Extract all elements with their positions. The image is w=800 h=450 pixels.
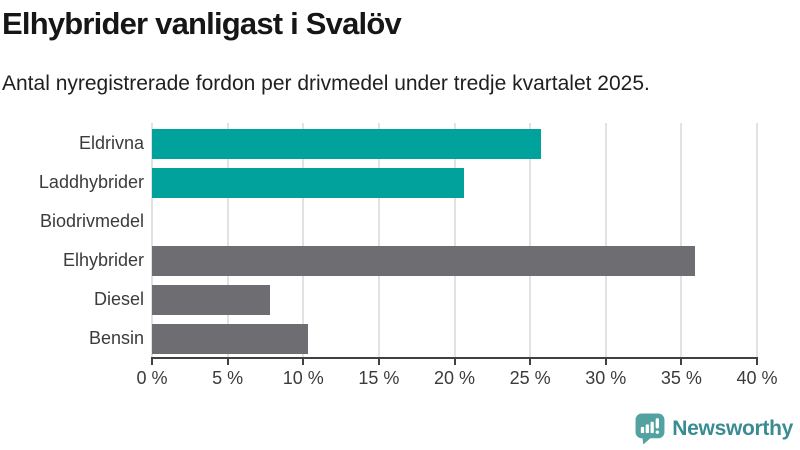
bar-track — [152, 167, 757, 198]
axis-tick — [529, 359, 532, 365]
gridline — [529, 123, 532, 357]
bar-chart: Eldrivna Laddhybrider Biodrivmedel Elhybrid… — [0, 124, 757, 358]
bar — [152, 323, 308, 354]
axis-tick — [453, 359, 456, 365]
axis-tick — [302, 359, 305, 365]
category-label: Laddhybrider — [38, 172, 144, 192]
bar-row: Diesel — [0, 280, 757, 319]
axis-tick — [604, 359, 607, 365]
bar-row: Biodrivmedel — [0, 202, 757, 241]
bar — [152, 128, 541, 159]
newsworthy-wordmark: Newsworthy — [672, 417, 793, 440]
category-label: Bensin — [88, 328, 144, 348]
x-axis: 0 % 5 % 10 % 15 % 20 % 25 % 30 % 35 % 40 % — [136, 357, 778, 397]
gridline — [226, 123, 229, 357]
bar-row: Eldrivna — [0, 124, 757, 163]
axis-tick-label: 20 % — [433, 368, 476, 388]
axis-tick-label: 10 % — [282, 368, 324, 388]
axis-tick — [226, 359, 229, 365]
bar-track — [152, 207, 757, 237]
bar-row: Elhybrider — [0, 241, 757, 280]
axis-tick — [756, 359, 758, 365]
gridline — [453, 123, 456, 357]
axis-tick-label: 0 % — [136, 368, 168, 388]
category-label: Biodrivmedel — [39, 211, 144, 231]
gridline — [604, 123, 607, 357]
axis-tick-label: 15 % — [358, 368, 400, 388]
axis-tick-label: 35 % — [660, 368, 702, 388]
gridline — [756, 123, 758, 357]
axis-tick-label: 25 % — [509, 368, 551, 388]
bar — [152, 284, 270, 315]
bar-row: Laddhybrider — [0, 163, 757, 202]
newsworthy-brand-link[interactable]: Newsworthy — [635, 413, 793, 445]
x-axis-line — [151, 357, 758, 359]
axis-tick — [680, 359, 683, 365]
axis-tick-label: 40 % — [736, 368, 778, 388]
gridline — [680, 123, 683, 357]
category-label: Diesel — [93, 289, 144, 309]
chart-subtitle: Antal nyregistrerade fordon per drivmede… — [2, 72, 650, 95]
bar-row: Bensin — [0, 319, 757, 358]
chart-title: Elhybrider vanligast i Svalöv — [2, 6, 402, 41]
gridline — [377, 123, 380, 357]
bar-track — [152, 323, 757, 354]
category-label: Elhybrider — [62, 250, 144, 270]
axis-tick — [377, 359, 380, 365]
axis-tick-label: 30 % — [585, 368, 627, 388]
category-label: Eldrivna — [78, 133, 144, 153]
bar-track — [152, 284, 757, 315]
bar — [152, 167, 464, 198]
bar-track — [152, 245, 757, 276]
gridline — [302, 123, 305, 357]
plot-area — [151, 123, 758, 357]
gridline — [151, 123, 153, 357]
bar — [152, 245, 695, 276]
bar-track — [152, 128, 757, 159]
axis-tick-label: 5 % — [212, 368, 244, 388]
axis-tick — [151, 359, 153, 365]
newsworthy-logo-icon — [635, 413, 665, 445]
